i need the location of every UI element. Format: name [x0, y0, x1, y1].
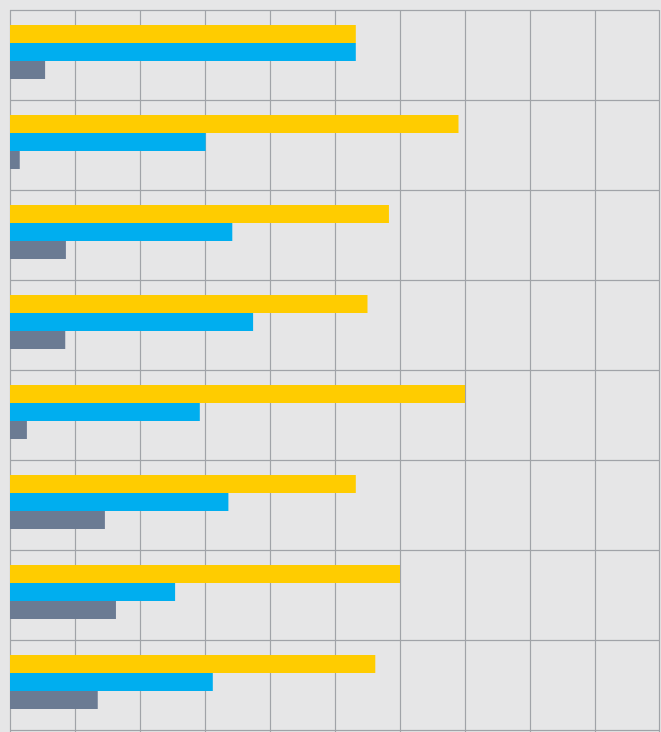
- bar-series-1-category-8: [10, 655, 376, 673]
- bar-series-2-category-4: [10, 313, 254, 331]
- bar-series-1-category-2: [10, 115, 459, 133]
- bar-series-1-category-6: [10, 475, 356, 493]
- bar-series-2-category-6: [10, 493, 229, 511]
- bar-series-1-category-3: [10, 205, 389, 223]
- bar-series-2-category-3: [10, 223, 233, 241]
- bar-series-3-category-5: [10, 421, 27, 439]
- bar-series-3-category-2: [10, 151, 20, 169]
- bar-series-2-category-2: [10, 133, 206, 151]
- bar-series-2-category-1: [10, 43, 356, 61]
- bar-series-2-category-8: [10, 673, 213, 691]
- bar-series-3-category-8: [10, 691, 98, 709]
- bar-series-1-category-7: [10, 565, 400, 583]
- bar-series-1-category-1: [10, 25, 356, 43]
- bar-series-3-category-7: [10, 601, 116, 619]
- bar-series-3-category-6: [10, 511, 105, 529]
- bar-series-2-category-7: [10, 583, 176, 601]
- bar-series-3-category-4: [10, 331, 66, 349]
- bar-series-1-category-4: [10, 295, 368, 313]
- bar-series-1-category-5: [10, 385, 465, 403]
- bar-series-3-category-3: [10, 241, 66, 259]
- bar-series-3-category-1: [10, 61, 46, 79]
- bar-series-2-category-5: [10, 403, 200, 421]
